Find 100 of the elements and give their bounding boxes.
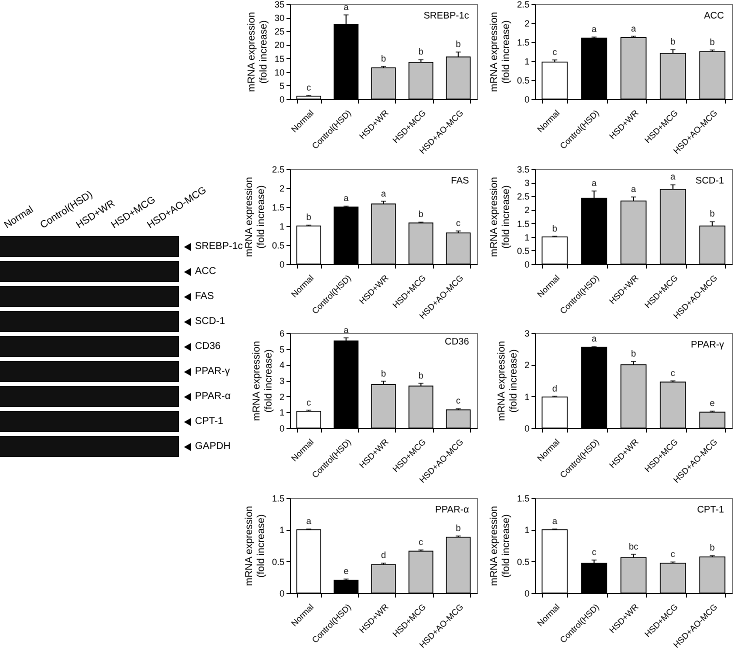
data-label: a [344, 325, 349, 336]
y-tick-label: 1.5 [516, 38, 530, 48]
text: CPT-1 [697, 504, 724, 516]
y-axis-title: mRNA expression (fold increase) [251, 341, 274, 422]
y-axis-title: mRNA expression (fold increase) [488, 176, 512, 257]
data-label: a [630, 184, 636, 194]
y-tick-label: 15 [274, 54, 284, 64]
text: PPAR-α [435, 504, 470, 516]
data-label: a [344, 192, 349, 203]
data-label: b [306, 212, 312, 222]
y-tick-label: 5 [279, 344, 284, 355]
data-label: b [630, 348, 636, 359]
y-tick-label: 4 [279, 360, 284, 371]
y-tick-label: 1.5 [272, 202, 284, 212]
category-label: CPT-1 [195, 416, 224, 426]
data-label: b [418, 46, 424, 57]
y-tick-label: 2.5 [516, 0, 530, 10]
data-label: c [670, 549, 676, 560]
data-label: c [306, 82, 312, 92]
data-label: a [380, 188, 386, 198]
y-tick-label: 2 [524, 18, 530, 28]
y-tick-label: 1 [524, 56, 530, 66]
data-label: b [380, 368, 386, 379]
y-tick-label: 0 [524, 259, 530, 270]
y-axis-title: mRNA expression (fold increase) [244, 506, 267, 586]
category-label: PPAR-γ [195, 366, 230, 376]
data-label: a [670, 171, 676, 182]
y-tick-label: 0 [524, 424, 530, 434]
data-label: a [344, 2, 349, 12]
data-label: c [456, 218, 462, 228]
y-tick-label: 0.5 [516, 76, 530, 86]
y-tick-label: 0 [279, 259, 284, 270]
data-label: a [552, 516, 558, 526]
y-tick-label: 30 [274, 13, 284, 24]
y-tick-label: 6 [279, 328, 284, 339]
y-tick-label: 0.5 [516, 246, 530, 256]
data-label: b [380, 53, 386, 64]
data-label: a [592, 24, 597, 34]
chart-title: CD36 [444, 336, 469, 348]
data-label: a [306, 516, 312, 526]
category-label: PPAR-α [195, 390, 231, 402]
y-tick-label: 3 [279, 376, 284, 386]
data-label: b [670, 36, 676, 47]
y-tick-label: 2 [279, 183, 284, 194]
y-axis-title: mRNA expression (fold increase) [244, 176, 267, 257]
y-tick-label: 0 [279, 94, 284, 104]
data-label: c [306, 398, 312, 408]
data-label: e [710, 398, 715, 409]
category-label: SCD-1 [195, 316, 226, 326]
y-tick-label: 5 [279, 80, 284, 91]
y-tick-label: 0 [524, 94, 530, 104]
y-tick-label: 20 [274, 40, 284, 50]
data-label: e [344, 566, 349, 576]
data-label: bc [628, 541, 639, 552]
y-tick-label: 1 [279, 408, 284, 418]
y-tick-label: 0.5 [272, 556, 284, 567]
y-tick-label: 3 [524, 328, 530, 339]
data-label: c [592, 547, 597, 558]
data-label: b [456, 39, 461, 50]
y-tick-label: 0 [524, 588, 530, 599]
y-tick-label: 2.5 [272, 164, 284, 174]
y-axis-title: mRNA expression (fold increase) [246, 12, 270, 92]
y-tick-label: 1 [524, 232, 530, 242]
data-label: a [592, 334, 597, 344]
y-tick-label: 0 [279, 588, 284, 599]
data-label: b [418, 208, 424, 219]
y-axis-title: mRNA expression (fold increase) [496, 341, 520, 422]
y-tick-label: 0 [279, 424, 284, 434]
data-label: b [552, 223, 558, 233]
data-label: a [592, 178, 597, 188]
y-tick-label: 2 [279, 392, 284, 402]
data-label: c [418, 537, 424, 548]
y-axis-title: mRNA expression (fold increase) [488, 506, 512, 586]
data-label: c [456, 396, 462, 406]
y-tick-label: 1 [279, 221, 284, 232]
data-label: b [710, 208, 715, 218]
data-label: d [552, 384, 558, 394]
y-tick-label: 1.5 [272, 494, 284, 504]
data-label: c [670, 368, 676, 378]
y-tick-label: 1.5 [516, 494, 530, 504]
category-label: GAPDH [195, 440, 231, 452]
data-label: b [456, 523, 461, 534]
category-label: CD36 [195, 340, 221, 352]
data-label: c [552, 46, 558, 57]
y-tick-label: 1 [279, 525, 284, 536]
y-tick-label: 2 [524, 204, 530, 215]
y-tick-label: 1 [524, 525, 530, 536]
y-tick-label: 3 [524, 178, 530, 188]
y-tick-label: 0.5 [272, 240, 284, 250]
y-tick-label: 1 [524, 392, 530, 402]
category-label: SREBP-1c [195, 240, 243, 252]
y-tick-label: 35 [274, 0, 284, 10]
data-label: b [710, 36, 715, 47]
text: PPAR-γ [690, 340, 724, 351]
category-label: FAS [195, 290, 214, 302]
text: FAS [451, 175, 469, 186]
data-label: b [710, 542, 715, 553]
text: SREBP-1c [424, 10, 470, 22]
y-tick-label: 2.5 [516, 191, 530, 202]
text: SCD-1 [695, 175, 724, 186]
